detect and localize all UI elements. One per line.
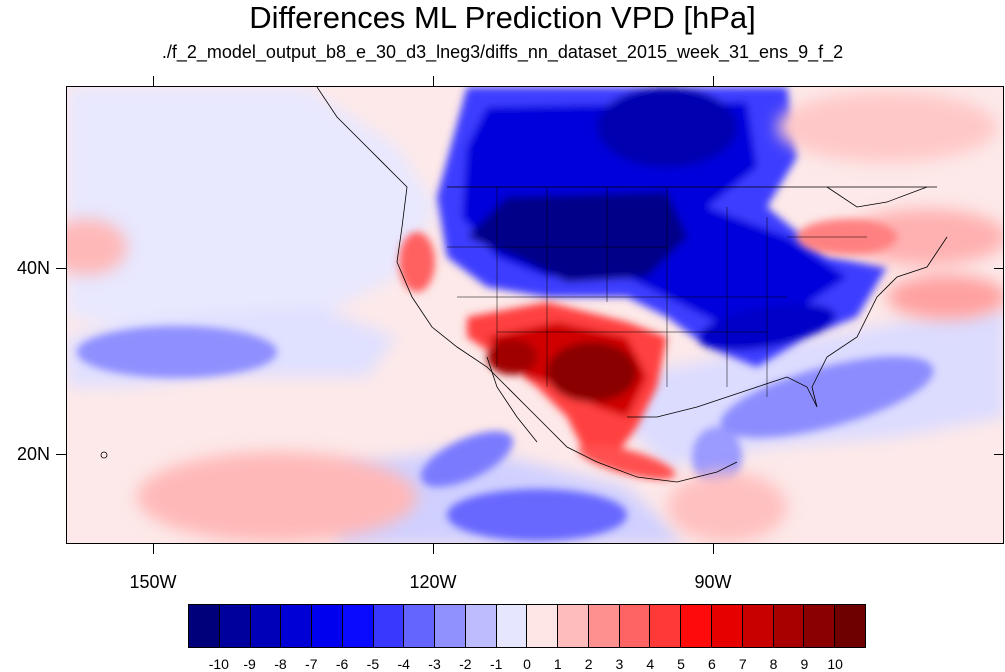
colorbar-box bbox=[681, 605, 713, 647]
colorbar-label: 9 bbox=[800, 656, 809, 672]
colorbar-box bbox=[312, 605, 343, 647]
colorbar-label: -4 bbox=[397, 656, 410, 672]
y-major-tick-right bbox=[994, 268, 1004, 269]
y-major-tick bbox=[56, 454, 66, 455]
colorbar-label: 3 bbox=[615, 656, 624, 672]
lon-label-120w: 120W bbox=[409, 572, 457, 592]
negative-anomaly-medium bbox=[77, 326, 934, 541]
colorbar-label: -2 bbox=[459, 656, 472, 672]
lon-label-150w: 150W bbox=[129, 572, 177, 592]
y-major-tick-right bbox=[994, 454, 1004, 455]
colorbar-box bbox=[281, 605, 313, 647]
colorbar-label: 6 bbox=[708, 656, 716, 672]
colorbar-label: -8 bbox=[274, 656, 287, 672]
x-major-tick bbox=[713, 544, 714, 554]
colorbar-box bbox=[250, 605, 282, 647]
colorbar-label: 0 bbox=[523, 656, 531, 672]
colorbar-label: -7 bbox=[305, 656, 318, 672]
colorbar-label: -3 bbox=[428, 656, 441, 672]
colorbar-box bbox=[712, 605, 743, 647]
coastlines bbox=[100, 87, 948, 483]
plot-title: Differences ML Prediction VPD [hPa] bbox=[249, 0, 756, 35]
colorbar-label: 5 bbox=[677, 656, 685, 672]
colorbar-box bbox=[465, 605, 497, 647]
colorbar-box bbox=[742, 605, 774, 647]
colorbar-box bbox=[435, 605, 466, 647]
positive-anomaly-light bbox=[67, 92, 1003, 542]
state-borders bbox=[447, 187, 867, 397]
colorbar-label: -10 bbox=[208, 656, 229, 672]
x-major-tick bbox=[153, 544, 154, 554]
x-major-tick-top bbox=[713, 76, 714, 86]
colorbar-label: 4 bbox=[646, 656, 655, 672]
positive-anomaly-core bbox=[399, 219, 897, 480]
colorbar-box bbox=[404, 605, 436, 647]
lon-label-90w: 90W bbox=[694, 572, 732, 592]
colorbar-box bbox=[496, 605, 528, 647]
colorbar-box bbox=[558, 605, 589, 647]
colorbar-box bbox=[373, 605, 405, 647]
colorbar-label: -5 bbox=[366, 656, 380, 672]
colorbar-box bbox=[588, 605, 620, 647]
colorbar-label: -6 bbox=[335, 656, 349, 672]
colorbar-box bbox=[619, 605, 651, 647]
map-panel bbox=[66, 86, 1004, 544]
x-major-tick-top bbox=[433, 76, 434, 86]
colorbar-box bbox=[219, 605, 251, 647]
colorbar-box bbox=[773, 605, 805, 647]
colorbar-box bbox=[650, 605, 682, 647]
colorbar-box bbox=[804, 605, 836, 647]
x-major-tick bbox=[433, 544, 434, 554]
vpd-difference-field bbox=[67, 87, 1003, 543]
colorbar-box bbox=[189, 605, 220, 647]
colorbar-box bbox=[527, 605, 559, 647]
colorbar-label: -9 bbox=[243, 656, 256, 672]
y-major-tick bbox=[56, 268, 66, 269]
colorbar-label: 2 bbox=[584, 656, 593, 672]
colorbar-label: 1 bbox=[553, 656, 562, 672]
colorbar-label: 7 bbox=[738, 656, 747, 672]
lat-label-20n: 20N bbox=[16, 444, 50, 464]
colorbar-label: 8 bbox=[769, 656, 778, 672]
colorbar-label: -1 bbox=[489, 656, 503, 672]
colorbar bbox=[188, 604, 866, 648]
plot-subtitle: ./f_2_model_output_b8_e_30_d3_lneg3/diff… bbox=[161, 42, 844, 62]
lat-label-40n: 40N bbox=[16, 258, 50, 278]
colorbar-box bbox=[342, 605, 374, 647]
colorbar-box bbox=[835, 605, 865, 647]
colorbar-label: 10 bbox=[827, 656, 843, 672]
x-major-tick-top bbox=[153, 76, 154, 86]
